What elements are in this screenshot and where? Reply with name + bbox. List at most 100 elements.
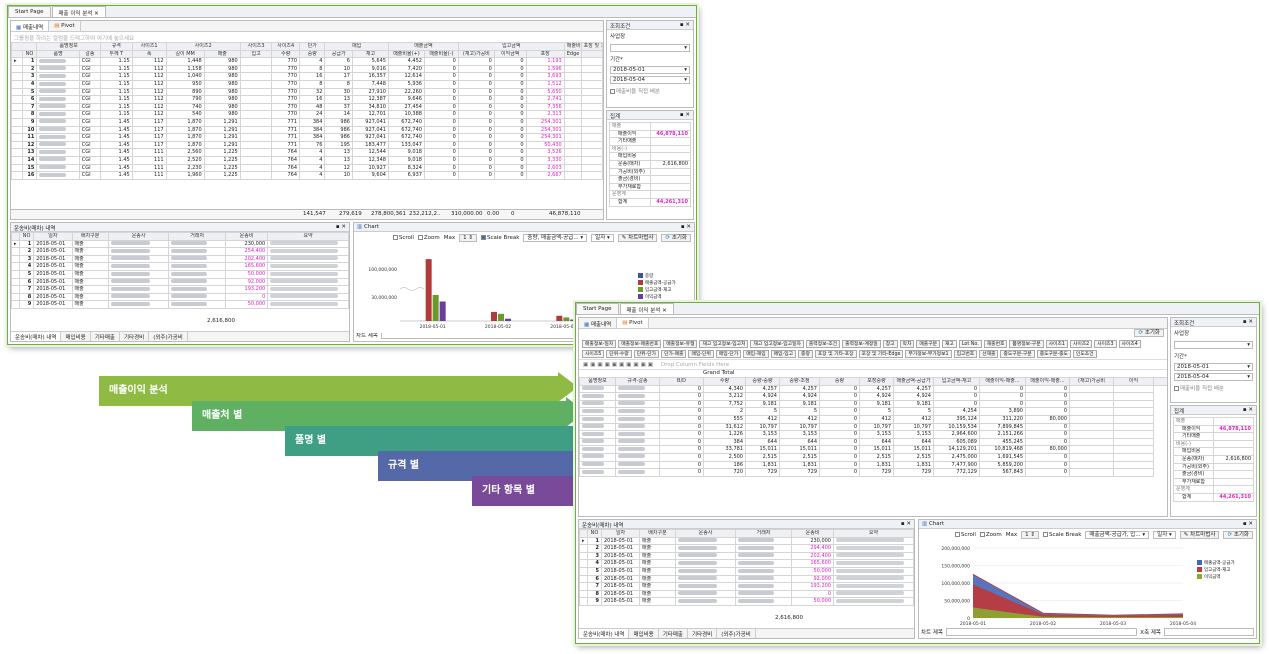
- field-chip[interactable]: 입고번호: [953, 350, 978, 358]
- column-header[interactable]: 재고: [351, 49, 389, 59]
- chart-wizard-button[interactable]: ✎ 차트마법사: [1179, 531, 1220, 539]
- field-chip[interactable]: 재고: [942, 340, 957, 348]
- field-chip[interactable]: 부가정보-부가정보1: [905, 350, 952, 358]
- tab-freight-0[interactable]: 운송비(매차) 내역: [579, 629, 630, 638]
- group-drop-hint[interactable]: 그룹핑을 하려는 컬럼을 드래그하여 여기에 놓으세요: [14, 36, 135, 42]
- pivot-row[interactable]: 0 1,226 3,153 3,153 0 3,153 3,153 2,964,600 2,15…: [579, 430, 1168, 439]
- pivot-column-header[interactable]: 품명정보: [579, 377, 616, 386]
- scale-break-checkbox[interactable]: Scale Break: [481, 235, 519, 241]
- table-row[interactable]: 9 2018-05-01 매출 50,000: [10, 300, 349, 309]
- panel-controls-icon[interactable]: ▪ ✕: [679, 112, 690, 118]
- table-row[interactable]: 2 2018-05-01 매출 254,400: [10, 247, 349, 256]
- band-header[interactable]: 사이즈2: [165, 42, 241, 51]
- axis-select[interactable]: 일자 ▾: [591, 234, 614, 242]
- table-row[interactable]: 8 2018-05-01 매출 0: [10, 292, 349, 302]
- pivot-column-header[interactable]: B/D: [659, 377, 704, 386]
- pivot-column-header[interactable]: 수량: [703, 377, 746, 386]
- date-from-field[interactable]: 2018-05-01 ▾: [610, 66, 690, 74]
- pivot-column-header[interactable]: 중량-중량: [745, 377, 780, 386]
- table-row[interactable]: 6 2018-05-01 매출 92,000: [579, 574, 914, 584]
- close-icon[interactable]: ✕: [94, 11, 99, 17]
- field-chip[interactable]: 중량: [798, 350, 813, 358]
- table-row[interactable]: 3 2018-05-01 매출 202,400: [579, 551, 914, 561]
- tab-freight-1[interactable]: 매입비용: [629, 629, 659, 638]
- date-to-field[interactable]: 2018-05-04 ▾: [1174, 373, 1253, 381]
- field-chip[interactable]: 재고 입고정보-입고처: [699, 340, 749, 348]
- pivot-column-header[interactable]: (재고)가공비: [1069, 377, 1114, 386]
- column-header[interactable]: 거래처: [168, 232, 226, 241]
- table-row[interactable]: 15 CGI 1.45 111 2,230 1,225 764 4 12 10,927 8,324 0…: [11, 163, 604, 173]
- column-header[interactable]: 배차구분: [639, 529, 676, 538]
- pivot-grid[interactable]: 품명정보 규격-갈종 B/D 수량 중량-중량 중량-조정 중량 포장중량 매출금액-공급가 입고…: [579, 377, 1168, 477]
- column-header[interactable]: 이익금액: [493, 49, 527, 59]
- field-chip[interactable]: 선재출: [979, 350, 999, 358]
- column-header[interactable]: 두께 T: [99, 49, 133, 59]
- column-header[interactable]: 길이 MM: [165, 49, 205, 59]
- column-header[interactable]: 매출비율(+): [387, 49, 425, 59]
- tab-freight-0[interactable]: 운송비(매차) 내역: [11, 332, 62, 341]
- date-from-field[interactable]: 2018-05-01 ▾: [1174, 363, 1253, 371]
- field-chip[interactable]: 매입-단가: [715, 350, 742, 358]
- chart-title-input[interactable]: [946, 628, 1138, 636]
- pivot-column-header[interactable]: 입고금액-재고: [933, 377, 980, 386]
- column-header[interactable]: 운송비: [791, 529, 834, 538]
- field-chip[interactable]: 단위-단가: [633, 350, 660, 358]
- table-row[interactable]: 2 2018-05-01 매출 294,400: [579, 544, 914, 553]
- chart-reset-button[interactable]: ⟳ 초기화: [1223, 531, 1253, 539]
- panel-controls-icon[interactable]: ▪ ✕: [335, 224, 346, 230]
- band-header[interactable]: 매출비율: [563, 42, 582, 51]
- freight-grid[interactable]: NO 일자 배차구분 운송사 거래처 운송비 요약 ▸ 1 2018-05-01 매출 230,000…: [10, 232, 349, 309]
- zoom-checkbox[interactable]: Zoom: [979, 532, 1002, 538]
- table-row[interactable]: 5 CGI 1.15 112 890 980 770 32 30 27,910 22,260 0 0 0 5…: [11, 87, 604, 97]
- series-select[interactable]: 매출금액-공급가, 입... ▾: [1085, 531, 1150, 539]
- table-row[interactable]: 4 CGI 1.15 112 950 980 770 8 8 7,448 5,936 0 0 0 1,512: [11, 79, 604, 89]
- column-header[interactable]: 입고: [239, 49, 273, 59]
- column-header[interactable]: 수량: [271, 49, 300, 59]
- field-chip[interactable]: 매출정보-매출번호: [618, 340, 662, 348]
- column-header[interactable]: NO: [587, 529, 602, 538]
- band-header[interactable]: 단가: [298, 42, 326, 51]
- column-header[interactable]: 중량: [298, 49, 326, 59]
- series-select[interactable]: 중량, 매출금액-공급... ▾: [523, 234, 588, 242]
- field-chip[interactable]: 포장 및 기타-Edge: [858, 350, 904, 358]
- column-header[interactable]: 일자: [601, 529, 640, 538]
- pivot-column-header[interactable]: 매출이익-매출...: [1025, 377, 1070, 386]
- pivot-column-header[interactable]: 중량: [819, 377, 860, 386]
- column-header[interactable]: 일자: [33, 232, 73, 241]
- table-row[interactable]: 7 CGI 1.15 112 740 980 770 48 37 34,810 27,454 0 0 0 7…: [11, 102, 604, 112]
- table-row[interactable]: 16 CGI 1.45 111 1,960 1,225 764 4 10 9,604 6,937 0 0…: [11, 171, 604, 180]
- column-header[interactable]: Edge: [563, 49, 582, 59]
- scroll-checkbox[interactable]: Scroll: [954, 532, 976, 538]
- pivot-row[interactable]: 0 3,212 4,924 4,924 0 4,924 4,924 0 0 0: [579, 392, 1168, 401]
- field-chip[interactable]: 매입-입고: [770, 350, 797, 358]
- tab-freight-1[interactable]: 매입비용: [61, 332, 91, 341]
- table-row[interactable]: 3 CGI 1.15 112 1,040 980 770 16 17 16,357 12,614 0 0…: [11, 72, 604, 81]
- field-chip[interactable]: 중도구분-중도: [1036, 350, 1071, 358]
- table-row[interactable]: 9 2018-05-01 매출 50,000: [579, 597, 914, 606]
- tab-sales-list[interactable]: ▦ 매출내역: [579, 318, 618, 328]
- field-chip[interactable]: 창고: [882, 340, 898, 348]
- pivot-row[interactable]: 0 7,752 9,181 9,181 0 9,181 9,181 0 0 0: [579, 399, 1168, 409]
- band-header[interactable]: 사이즈1: [131, 42, 167, 51]
- pivot-column-header[interactable]: 포장중량: [859, 377, 894, 386]
- zoom-checkbox[interactable]: Zoom: [417, 235, 440, 241]
- tab-freight-2[interactable]: 기타매출: [91, 332, 120, 341]
- tab-freight-2[interactable]: 기타매출: [659, 629, 688, 638]
- table-row[interactable]: 4 2018-05-01 매출 165,600: [579, 559, 914, 568]
- pivot-row[interactable]: 0 384 644 644 0 644 644 605,089 455,245 0: [579, 437, 1168, 447]
- field-chip[interactable]: Lot No.: [958, 340, 982, 348]
- axis-select[interactable]: 일자 ▾: [1153, 531, 1176, 539]
- workplace-select[interactable]: ▾: [1174, 341, 1253, 349]
- tab-pivot[interactable]: ▤ Pivot: [49, 21, 81, 31]
- field-chip[interactable]: 출력정보-계정일: [842, 340, 881, 348]
- table-row[interactable]: 12 CGI 1.45 117 1,870 1,291 771 76 195 183,477 133…: [11, 140, 604, 150]
- band-header[interactable]: 품명정보: [36, 42, 101, 51]
- column-header[interactable]: 배차구분: [71, 232, 109, 241]
- field-chip[interactable]: 출력정보-조건: [805, 340, 841, 348]
- panel-controls-icon[interactable]: ▪ ✕: [1242, 407, 1253, 413]
- column-header[interactable]: 요약: [267, 232, 349, 241]
- table-row[interactable]: ▸ 1 2018-05-01 매출 230,000: [10, 239, 349, 249]
- band-header[interactable]: 규격: [99, 42, 133, 51]
- pivot-row[interactable]: 0 2 5 5 0 5 5 4,254 3,890 0: [579, 407, 1168, 416]
- column-header[interactable]: 운송사: [107, 232, 170, 241]
